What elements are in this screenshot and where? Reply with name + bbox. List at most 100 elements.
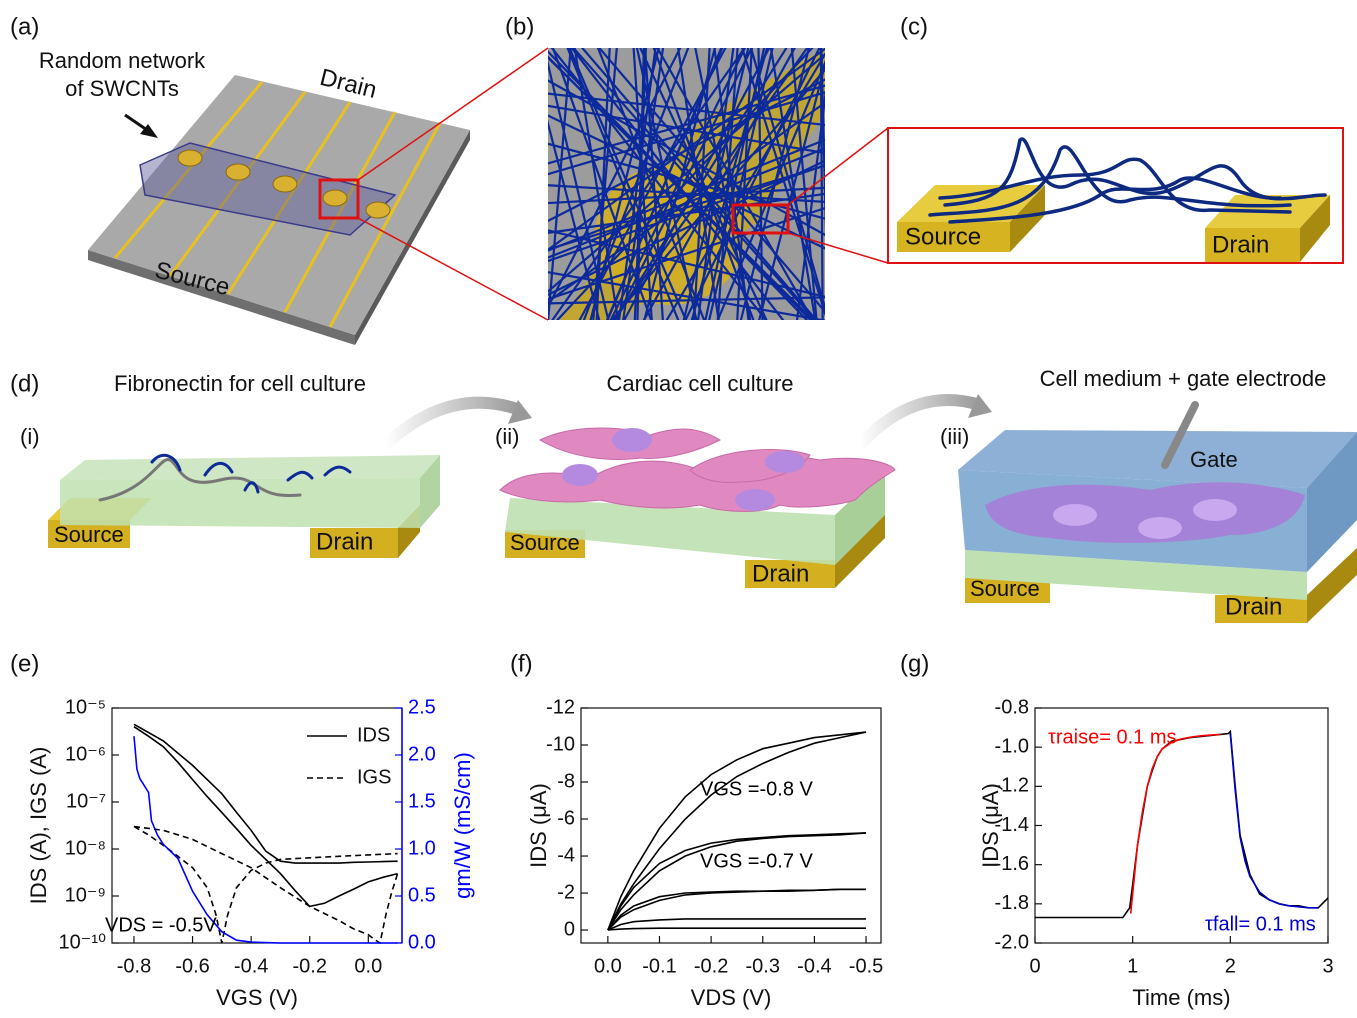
nucleus: [612, 428, 652, 452]
pad: [226, 164, 250, 180]
zoom-illustration: [520, 30, 888, 340]
fibronectin-top: [60, 455, 440, 480]
annotation: VGS =-0.8 V: [700, 778, 813, 800]
series-line: [608, 833, 866, 930]
annotation: VDS = -0.5V: [105, 914, 217, 936]
y2-tick-label: 2.5: [408, 696, 436, 718]
y-tick-label: -8: [557, 770, 575, 792]
annotation: τraise= 0.1 ms: [1048, 726, 1177, 748]
source-label: Source: [970, 576, 1040, 601]
page: (a) (b) (c) (d) (e) (f) (g) Random netwo…: [0, 0, 1357, 1013]
device-illustration: Random network of SWCNTs Drain Source: [39, 48, 548, 345]
step-title: Cell medium + gate electrode: [1040, 366, 1327, 391]
series-line: [608, 732, 866, 930]
series-line: [608, 833, 866, 930]
x-tick-label: 2: [1225, 955, 1236, 977]
gate-label: Gate: [1190, 447, 1238, 472]
legend-label: IGS: [357, 766, 391, 788]
step-title: Cardiac cell culture: [606, 371, 793, 396]
y-tick-label: 10⁻⁸: [65, 837, 106, 859]
y-axis-label: IDS (A), IGS (A): [26, 747, 51, 905]
drain-label: Drain: [752, 560, 809, 587]
x-tick-label: -0.8: [117, 955, 151, 977]
y-tick-label: 10⁻¹⁰: [59, 931, 106, 953]
junction-illustration: Source Drain: [888, 128, 1343, 263]
y-tick-label: -4: [557, 844, 575, 866]
source-label: Source: [54, 522, 124, 547]
nanotube: [829, 30, 830, 340]
legend-label: IDS: [357, 724, 390, 746]
panel-label: (f): [510, 650, 533, 677]
y-tick-label: -10: [546, 733, 575, 755]
x-tick-label: -0.2: [292, 955, 326, 977]
series-line: [1230, 734, 1318, 908]
y2-tick-label: 1.5: [408, 790, 436, 812]
y-tick-label: 10⁻⁶: [65, 743, 106, 765]
nanotube: [530, 335, 840, 338]
y-tick-label: -2: [557, 881, 575, 903]
step-title: Fibronectin for cell culture: [114, 371, 366, 396]
y2-tick-label: 1.0: [408, 837, 436, 859]
y-tick-label: 0: [564, 918, 575, 940]
panel-label: (d): [10, 370, 39, 397]
nanotube: [530, 326, 840, 338]
y-axis-label: IDS (μA): [978, 783, 1003, 868]
series-line: [1131, 734, 1221, 913]
x-tick-label: 0.0: [354, 955, 382, 977]
cells: [500, 428, 895, 511]
y-tick-label: 10⁻⁵: [65, 696, 106, 718]
y-tick-label: -12: [546, 696, 575, 718]
series-line: [608, 732, 866, 930]
y-axis-label: IDS (μA): [526, 783, 551, 868]
nucleus: [1193, 499, 1237, 521]
figure: (a) (b) (c) (d) (e) (f) (g) Random netwo…: [0, 0, 1357, 1013]
fibronectin-layer: [60, 478, 420, 528]
annotation: Random network: [39, 48, 206, 73]
x-tick-label: 0: [1029, 955, 1040, 977]
series-line: [1035, 732, 1328, 918]
nucleus: [562, 464, 598, 486]
y2-tick-label: 2.0: [408, 743, 436, 765]
x-tick-label: -0.4: [797, 955, 831, 977]
y2-axis-label: gm/W (mS/cm): [450, 752, 475, 899]
source-label: Source: [510, 530, 580, 555]
y-tick-label: -1.0: [995, 735, 1029, 757]
nucleus: [735, 489, 775, 511]
plot-frame: [581, 708, 881, 943]
y-tick-label: 10⁻⁹: [65, 884, 106, 906]
x-tick-label: -0.6: [175, 955, 209, 977]
panel-label: (g): [900, 650, 929, 677]
x-tick-label: -0.5: [849, 955, 883, 977]
x-axis-label: VDS (V): [691, 985, 772, 1010]
annotation: of SWCNTs: [65, 76, 179, 101]
annotation: VGS =-0.7 V: [700, 850, 813, 872]
pad: [323, 190, 347, 206]
x-tick-label: -0.3: [746, 955, 780, 977]
x-tick-label: 3: [1322, 955, 1333, 977]
series-line: [134, 727, 398, 907]
nanotube: [521, 30, 546, 340]
drain-label: Drain: [316, 528, 373, 555]
pad: [178, 150, 202, 166]
y-tick-label: -0.8: [995, 696, 1029, 718]
drain-label: Drain: [1212, 231, 1269, 258]
annotation: τfall= 0.1 ms: [1205, 913, 1316, 935]
series-line: [608, 928, 866, 930]
y-tick-label: 10⁻⁷: [66, 790, 106, 812]
panel-label: (a): [10, 13, 39, 40]
y-tick-label: -6: [557, 807, 575, 829]
drain-label: Drain: [1225, 593, 1282, 620]
x-axis-label: Time (ms): [1132, 985, 1230, 1010]
y-tick-label: -2.0: [995, 931, 1029, 953]
x-tick-label: -0.2: [694, 955, 728, 977]
x-tick-label: 0.0: [594, 955, 622, 977]
y2-tick-label: 0.0: [408, 931, 436, 953]
x-axis-label: VGS (V): [216, 985, 298, 1010]
pad: [273, 176, 297, 192]
y2-tick-label: 0.5: [408, 884, 436, 906]
step-label: (ii): [495, 424, 519, 449]
panel-label: (c): [900, 13, 928, 40]
x-tick-label: -0.4: [234, 955, 268, 977]
y-tick-label: -1.8: [995, 892, 1029, 914]
step-label: (i): [20, 424, 40, 449]
